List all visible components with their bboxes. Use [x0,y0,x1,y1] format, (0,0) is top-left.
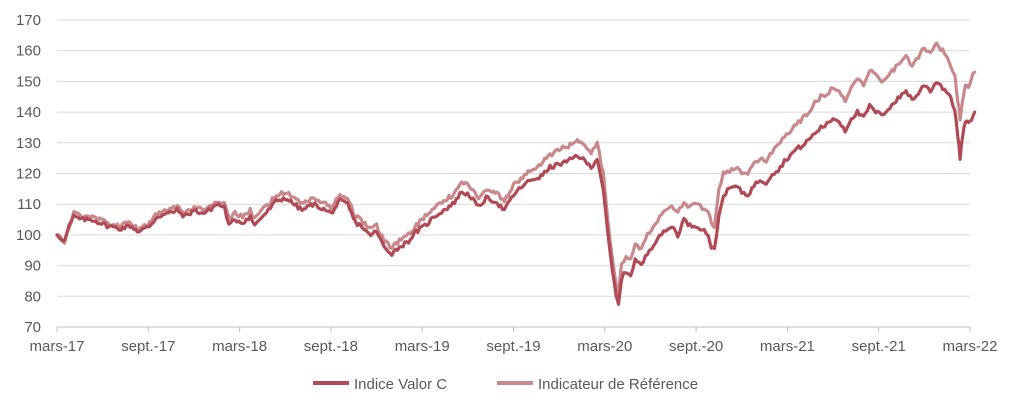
y-tick-label: 150 [16,73,41,90]
y-tick-label: 120 [16,166,41,183]
x-tick-label: mars-22 [942,338,997,355]
y-tick-label: 130 [16,135,41,152]
x-tick-label: mars-18 [212,338,267,355]
legend-label: Indice Valor C [354,376,447,393]
x-axis [56,326,971,332]
series-line-0 [55,81,977,306]
y-tick-label: 70 [24,319,41,336]
x-tick-label: sept.-19 [486,338,540,355]
y-tick-label: 140 [16,104,41,121]
x-tick-label: mars-19 [395,338,450,355]
x-tick-label: sept.-20 [669,338,723,355]
x-axis-tick-labels: mars-17 sept.-17 mars-18 sept.-18 mars-19 sep… [29,338,997,355]
y-axis-tick-labels: 70 80 90 100 110 120 130 140 150 160 170 [16,12,41,336]
y-tick-label: 100 [16,227,41,244]
gridlines [57,19,970,297]
y-tick-label: 110 [17,196,41,213]
legend-label: Indicateur de Référence [538,376,698,393]
y-tick-label: 160 [16,43,41,60]
y-tick-label: 90 [24,258,41,275]
x-tick-label: sept.-17 [121,338,175,355]
legend: Indice Valor C Indicateur de Référence [313,376,698,393]
y-tick-label: 80 [24,288,41,305]
x-tick-label: mars-17 [29,338,84,355]
series-line-1 [55,41,977,297]
y-tick-label: 170 [16,12,41,29]
x-tick-label: sept.-18 [304,338,358,355]
x-tick-label: mars-20 [577,338,632,355]
x-tick-label: mars-21 [760,338,815,355]
series-lines [55,41,977,306]
x-tick-label: sept.-21 [852,338,906,355]
